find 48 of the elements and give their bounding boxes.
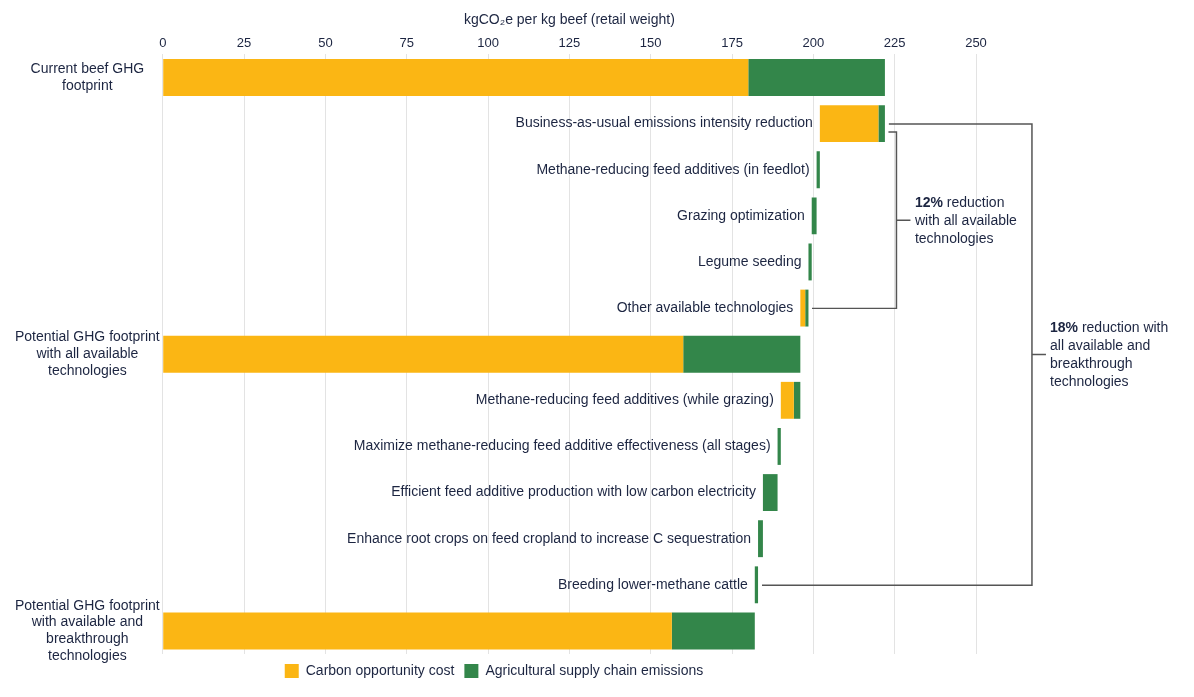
bar: [683, 335, 801, 373]
x-tick-label: 150: [639, 35, 662, 51]
x-tick-label: 225: [883, 35, 906, 51]
y-tick-label: Methane-reducing feed additives (in feedlot): [536, 160, 810, 177]
x-tick-label: 125: [558, 35, 581, 51]
bar: [163, 335, 684, 373]
bar: [878, 105, 885, 143]
y-tick-label: Breeding lower-methane cattle: [557, 575, 748, 592]
y-tick-label: Other available technologies: [616, 298, 794, 315]
legend-label: Carbon opportunity cost: [305, 661, 455, 678]
bar: [748, 59, 885, 96]
y-tick-label: Business-as-usual emissions intensity reduction: [515, 114, 813, 131]
bar: [758, 520, 763, 558]
y-tick-label: Efficient feed additive production with low carbon electricity: [391, 483, 756, 500]
bar: [777, 428, 781, 465]
bar: [805, 289, 809, 327]
x-tick-label: 50: [318, 35, 333, 51]
x-tick-label: 250: [965, 35, 987, 51]
x-tick-label: 200: [802, 35, 825, 51]
x-tick-label: 100: [477, 35, 499, 51]
y-tick-label: Grazing optimization: [677, 206, 805, 223]
bar: [816, 151, 820, 189]
x-tick-label: 175: [721, 35, 743, 51]
bar: [793, 381, 801, 419]
bar: [163, 59, 749, 96]
annotation: 12% reduction with all available technologies: [914, 192, 1018, 247]
legend-label: Agricultural supply chain emissions: [485, 661, 704, 678]
bar: [671, 612, 755, 650]
bar: [754, 566, 759, 604]
y-tick-label: Potential GHG footprint with available and breakthrough technologies: [14, 596, 160, 663]
y-tick-label: Current beef GHG footprint: [30, 59, 145, 93]
x-tick-label: 25: [236, 35, 252, 51]
y-tick-label: Legume seeding: [697, 252, 802, 269]
bar: [800, 289, 806, 327]
bar: [808, 243, 812, 281]
bar: [762, 474, 778, 512]
bar: [163, 612, 672, 650]
x-tick-label: 75: [399, 35, 414, 51]
y-tick-label: Enhance root crops on feed cropland to increase C sequestration: [347, 529, 752, 546]
bar: [811, 197, 817, 235]
x-axis-title: kgCO₂e per kg beef (retail weight): [463, 11, 675, 28]
bar: [780, 381, 794, 419]
text: 18% reduction with all available and breakthrough technologies: [1050, 318, 1170, 391]
bar: [819, 105, 879, 143]
y-tick-label: Maximize methane-reducing feed additive effectiveness (all stages): [353, 437, 771, 454]
x-tick-label: 0: [159, 35, 167, 51]
y-tick-label: Potential GHG footprint with all available technologies: [14, 328, 160, 378]
y-tick-label: Methane-reducing feed additives (while grazing): [475, 391, 774, 408]
